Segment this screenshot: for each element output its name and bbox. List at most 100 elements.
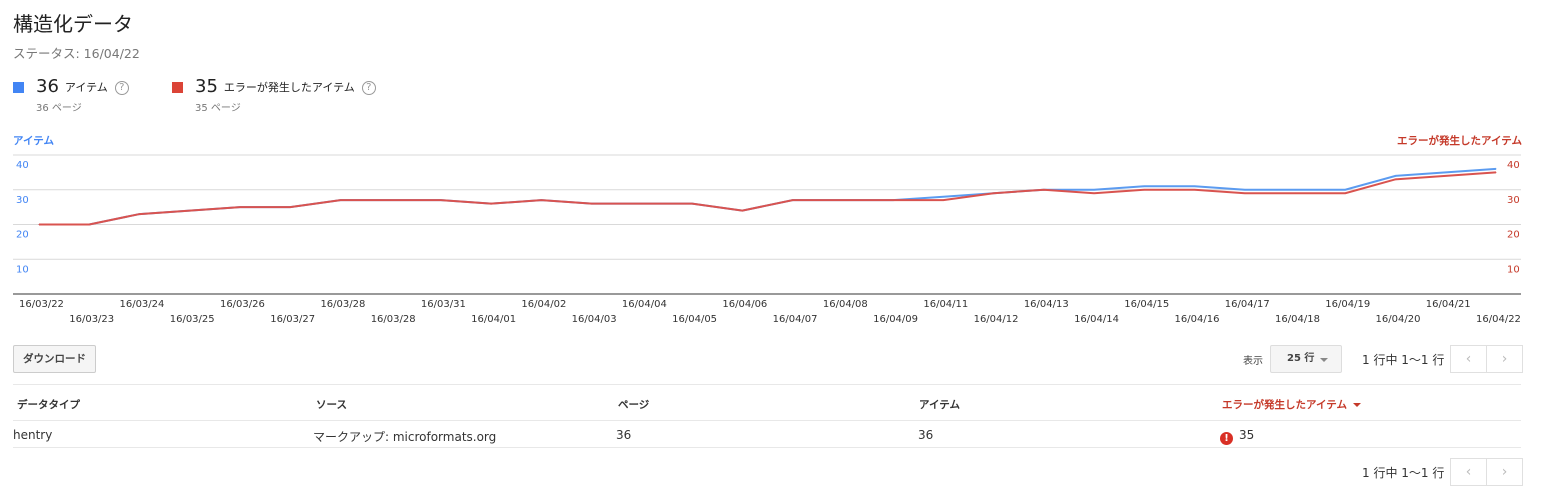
- error-items-point: [1244, 192, 1246, 194]
- items-point: [1344, 189, 1346, 191]
- error-items-point: [38, 224, 40, 225]
- rows-per-page-label: 表示: [1243, 356, 1263, 367]
- status-date: ステータス: 16/04/22: [13, 46, 140, 61]
- items-legend-swatch: [13, 82, 24, 93]
- prev-page-button[interactable]: ‹: [1450, 458, 1487, 486]
- metric-items[interactable]: 36 アイテム ? 36 ページ: [13, 77, 129, 114]
- column-header-error-items[interactable]: エラーが発生したアイテム: [1222, 397, 1361, 412]
- items-point: [1294, 189, 1296, 191]
- error-items-point: [691, 203, 693, 205]
- x-tick-label: 16/04/15: [1124, 299, 1169, 310]
- rows-per-page-value: 25 行: [1287, 353, 1315, 364]
- next-page-button[interactable]: ›: [1486, 458, 1523, 486]
- x-tick-label: 16/04/20: [1376, 314, 1421, 325]
- error-items-point: [842, 199, 844, 201]
- x-tick-label: 16/03/28: [320, 299, 365, 310]
- download-button[interactable]: ダウンロード: [13, 345, 96, 373]
- table-divider: [13, 420, 1521, 421]
- cell-source: マークアップ: microformats.org: [313, 430, 497, 444]
- error-items-point: [892, 199, 894, 201]
- error-items-point: [1143, 189, 1145, 191]
- left-axis-title: アイテム: [13, 135, 54, 147]
- pager-summary-bottom: 1 行中 1〜1 行: [1362, 466, 1445, 480]
- items-point: [1244, 189, 1246, 191]
- x-tick-label: 16/03/24: [119, 299, 164, 310]
- column-header-items[interactable]: アイテム: [919, 399, 960, 411]
- help-icon[interactable]: ?: [361, 81, 376, 95]
- error-items-point: [239, 206, 241, 208]
- items-point: [942, 196, 944, 198]
- x-tick-label: 16/04/21: [1426, 299, 1471, 310]
- y-tick-label-right: 30: [1507, 195, 1520, 206]
- metric-error-items[interactable]: 35 エラーが発生したアイテム ? 35 ページ: [172, 77, 376, 114]
- error-items-point: [540, 199, 542, 201]
- items-point: [1495, 168, 1497, 170]
- x-tick-label: 16/03/27: [270, 314, 315, 325]
- prev-page-button[interactable]: ‹: [1450, 345, 1487, 373]
- right-axis-title: エラーが発生したアイテム: [1397, 135, 1522, 147]
- error-items-point: [440, 199, 442, 201]
- x-tick-label: 16/04/05: [672, 314, 717, 325]
- error-items-point: [1344, 192, 1346, 194]
- page-title: 構造化データ: [13, 12, 133, 36]
- y-tick-label-right: 10: [1507, 264, 1520, 275]
- cell-data-type: hentry: [13, 428, 53, 442]
- y-tick-label-left: 30: [16, 195, 29, 206]
- x-tick-label: 16/04/11: [923, 299, 968, 310]
- column-header-data-type[interactable]: データタイプ: [17, 399, 80, 411]
- error-items-point: [1495, 171, 1497, 173]
- x-tick-label: 16/03/25: [170, 314, 215, 325]
- error-items-point: [189, 210, 191, 212]
- x-tick-label: 16/04/09: [873, 314, 918, 325]
- cell-error-items: ! 35: [1220, 428, 1254, 445]
- error-items-point: [1294, 192, 1296, 194]
- help-icon[interactable]: ?: [114, 81, 129, 95]
- errors-legend-swatch: [172, 82, 183, 93]
- column-header-source[interactable]: ソース: [316, 399, 347, 411]
- y-tick-label-right: 20: [1507, 230, 1520, 241]
- x-tick-label: 16/04/08: [823, 299, 868, 310]
- x-tick-label: 16/03/23: [69, 314, 114, 325]
- column-header-error-items-label: エラーが発生したアイテム: [1222, 399, 1347, 411]
- chevron-left-icon: ‹: [1465, 464, 1472, 480]
- x-tick-label: 16/03/31: [421, 299, 466, 310]
- rows-per-page-select[interactable]: 25 行: [1270, 345, 1342, 373]
- error-items-series-line: [39, 171, 1497, 226]
- error-items-point: [942, 199, 944, 201]
- y-tick-label-right: 40: [1507, 160, 1520, 171]
- y-tick-label-left: 40: [16, 160, 29, 171]
- x-tick-label: 16/04/18: [1275, 314, 1320, 325]
- x-tick-label: 16/04/13: [1024, 299, 1069, 310]
- x-tick-label: 16/04/01: [471, 314, 516, 325]
- error-items-point: [490, 203, 492, 205]
- x-tick-label: 16/04/14: [1074, 314, 1119, 325]
- x-tick-label: 16/03/28: [371, 314, 416, 325]
- items-series-line: [39, 167, 1497, 226]
- x-tick-label: 16/03/26: [220, 299, 265, 310]
- error-items-point: [1194, 189, 1196, 191]
- table-divider: [13, 384, 1521, 385]
- error-items-point: [390, 199, 392, 201]
- chevron-right-icon: ›: [1501, 464, 1508, 480]
- x-tick-label: 16/03/22: [19, 299, 64, 310]
- error-items-label: エラーが発生したアイテム: [223, 81, 355, 94]
- error-items-point: [591, 203, 593, 205]
- error-items-point: [1043, 189, 1045, 191]
- error-items-point: [1445, 175, 1447, 177]
- error-items-point: [1395, 178, 1397, 180]
- items-pages: 36 ページ: [36, 103, 82, 114]
- error-items-pages: 35 ページ: [195, 103, 241, 114]
- x-tick-label: 16/04/07: [773, 314, 818, 325]
- x-tick-label: 16/04/19: [1325, 299, 1370, 310]
- items-point: [1194, 185, 1196, 187]
- error-items-point: [792, 199, 794, 201]
- next-page-button[interactable]: ›: [1486, 345, 1523, 373]
- x-tick-label: 16/04/03: [572, 314, 617, 325]
- y-tick-label-left: 10: [16, 264, 29, 275]
- column-header-pages[interactable]: ページ: [618, 399, 650, 411]
- line-chart[interactable]: 10 10 20 20 30 30 40 40 16/03/22 16/03/23 16/03/24…: [0, 148, 1542, 328]
- cell-pages: 36: [616, 428, 632, 442]
- table-divider: [13, 447, 1521, 448]
- sort-desc-icon: [1352, 403, 1361, 407]
- x-tick-label: 16/04/17: [1225, 299, 1270, 310]
